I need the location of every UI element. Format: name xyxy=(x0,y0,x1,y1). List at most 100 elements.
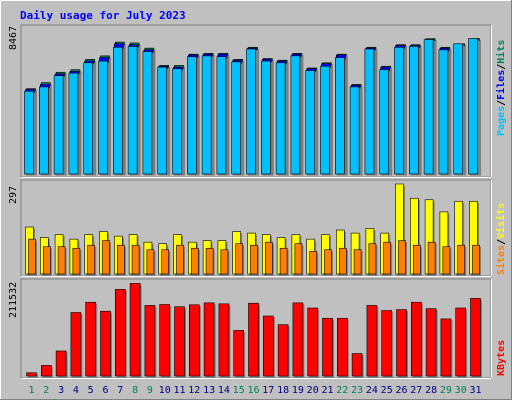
bar-sites-day-1 xyxy=(28,238,36,275)
bar-pages-day-2 xyxy=(38,86,49,175)
bar-kbytes-day-8 xyxy=(129,283,141,377)
bar-kbytes-day-6 xyxy=(100,310,111,377)
bar-sites-day-8 xyxy=(131,244,140,275)
panel-kbytes-legend: KBytes xyxy=(496,340,507,376)
bar-pages-day-8 xyxy=(127,46,138,175)
chart-title: Daily usage for July 2023 xyxy=(20,9,186,22)
legend-separator-2: / xyxy=(496,64,507,70)
bar-kbytes-day-12 xyxy=(189,304,200,377)
bar-sites-day-22 xyxy=(338,247,347,275)
day-label-2: 2 xyxy=(43,385,49,396)
bar-sites-day-7 xyxy=(117,244,125,275)
bar-kbytes-day-29 xyxy=(440,318,452,377)
bar-pages-day-11 xyxy=(172,68,182,175)
bar-sites-day-31 xyxy=(472,244,480,275)
bar-pages-day-16 xyxy=(246,48,256,175)
day-label-3: 3 xyxy=(58,385,64,396)
panel-visits-sites: 297 Sites/Visits xyxy=(8,179,507,277)
day-label-17: 17 xyxy=(262,385,274,396)
bar-pages-day-6 xyxy=(98,60,108,175)
day-label-25: 25 xyxy=(381,385,393,396)
day-label-26: 26 xyxy=(395,385,407,396)
bar-kbytes-day-5 xyxy=(85,301,96,377)
bar-kbytes-day-22 xyxy=(336,317,348,377)
bar-sites-day-14 xyxy=(220,249,229,275)
bar-kbytes-day-23 xyxy=(351,353,363,377)
panel-hits-files-pages: 8467 Pages/Files/Hits xyxy=(8,24,507,178)
day-label-19: 19 xyxy=(292,385,304,396)
bar-sites-day-9 xyxy=(146,249,155,275)
bar-sites-day-25 xyxy=(383,241,392,275)
bar-pages-day-18 xyxy=(275,62,286,175)
bar-sites-day-18 xyxy=(279,247,288,275)
bar-pages-day-14 xyxy=(216,56,227,175)
bar-pages-day-26 xyxy=(394,46,404,175)
bar-pages-day-29 xyxy=(438,49,449,175)
bar-pages-day-20 xyxy=(305,70,316,175)
bar-pages-day-7 xyxy=(113,46,123,175)
day-label-9: 9 xyxy=(147,385,153,396)
bar-kbytes-day-27 xyxy=(410,301,422,377)
bar-pages-day-5 xyxy=(83,62,93,175)
bar-pages-day-3 xyxy=(53,75,64,175)
legend-pages: Pages xyxy=(496,106,507,136)
day-label-1: 1 xyxy=(28,385,34,396)
panel-hits-scale-label: 8467 xyxy=(8,26,19,50)
bar-kbytes-day-13 xyxy=(203,302,215,377)
legend-kbytes: KBytes xyxy=(496,340,507,376)
panel-visits-legend: Sites/Visits xyxy=(495,203,507,275)
bar-sites-day-29 xyxy=(442,246,451,275)
day-label-24: 24 xyxy=(366,385,378,396)
day-label-18: 18 xyxy=(277,385,289,396)
day-label-27: 27 xyxy=(410,385,422,396)
bar-kbytes-day-4 xyxy=(70,312,82,377)
bar-pages-day-19 xyxy=(290,55,301,175)
bar-pages-day-22 xyxy=(334,57,345,175)
bar-sites-day-4 xyxy=(72,247,81,275)
bar-kbytes-day-19 xyxy=(292,302,304,377)
bar-pages-day-9 xyxy=(142,51,153,175)
day-label-11: 11 xyxy=(173,385,185,396)
bar-pages-day-27 xyxy=(408,46,419,175)
day-label-30: 30 xyxy=(455,385,467,396)
bar-sites-day-11 xyxy=(176,244,184,275)
day-label-4: 4 xyxy=(73,385,79,396)
bar-sites-day-23 xyxy=(353,249,362,275)
panel-kbytes-scale-label: 211532 xyxy=(8,282,19,318)
bar-pages-day-4 xyxy=(68,72,79,175)
day-label-10: 10 xyxy=(159,385,171,396)
bar-pages-day-24 xyxy=(364,48,375,175)
day-label-22: 22 xyxy=(336,385,348,396)
bar-sites-day-20 xyxy=(309,250,318,275)
panel-kbytes: 211532 KBytes xyxy=(8,278,507,379)
bar-kbytes-day-21 xyxy=(322,317,333,377)
bar-kbytes-day-31 xyxy=(470,298,481,377)
day-label-13: 13 xyxy=(203,385,215,396)
bar-sites-day-30 xyxy=(457,244,466,275)
bar-kbytes-day-20 xyxy=(307,307,319,377)
bar-kbytes-day-3 xyxy=(55,350,67,377)
bar-pages-day-1 xyxy=(24,90,34,175)
day-label-21: 21 xyxy=(321,385,333,396)
panel-visits-scale-label: 297 xyxy=(8,186,19,204)
bar-sites-day-24 xyxy=(368,243,377,275)
bar-kbytes-day-18 xyxy=(277,324,289,377)
legend-separator-1: / xyxy=(496,100,507,106)
day-label-6: 6 xyxy=(102,385,108,396)
bar-sites-day-2 xyxy=(42,246,51,275)
bar-kbytes-day-28 xyxy=(425,308,437,377)
day-label-12: 12 xyxy=(188,385,200,396)
bar-pages-day-17 xyxy=(260,60,271,175)
bar-kbytes-day-9 xyxy=(144,305,156,377)
day-label-28: 28 xyxy=(425,385,437,396)
day-label-23: 23 xyxy=(351,385,363,396)
day-label-16: 16 xyxy=(247,385,259,396)
bar-sites-day-6 xyxy=(102,240,110,275)
legend-separator-3: / xyxy=(496,239,507,245)
bar-kbytes-day-30 xyxy=(455,307,467,377)
bar-sites-day-10 xyxy=(161,249,169,275)
bar-pages-day-12 xyxy=(187,56,197,175)
day-label-29: 29 xyxy=(440,385,452,396)
day-label-5: 5 xyxy=(88,385,94,396)
